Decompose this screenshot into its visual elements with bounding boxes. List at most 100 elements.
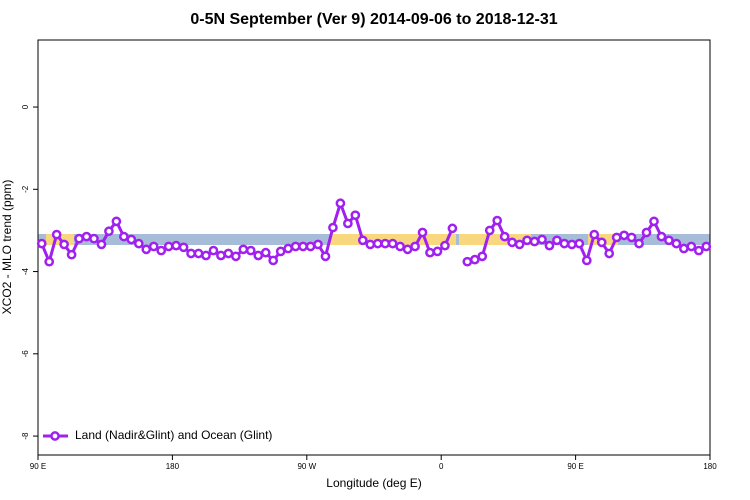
data-point <box>343 218 353 229</box>
y-axis-label: XCO2 - MLO trend (ppm) <box>0 180 14 315</box>
data-point <box>59 239 69 250</box>
x-tick-label: 90 W <box>297 462 316 471</box>
data-point <box>492 215 503 226</box>
data-point <box>365 239 376 250</box>
data-point <box>253 250 264 261</box>
data-point <box>567 239 577 250</box>
data-point <box>611 232 622 243</box>
y-tick-label: -4 <box>21 267 30 275</box>
data-point <box>574 238 585 249</box>
data-point <box>260 247 271 258</box>
data-point <box>559 238 570 249</box>
data-point <box>81 231 92 242</box>
data-point <box>649 216 659 227</box>
data-point <box>469 254 480 265</box>
data-point <box>268 255 279 266</box>
data-point <box>119 231 129 242</box>
data-point <box>417 227 428 238</box>
data-point <box>171 240 181 251</box>
data-point <box>238 244 249 255</box>
x-tick-label: 90 E <box>567 462 583 471</box>
data-point <box>74 233 84 244</box>
data-point <box>156 245 167 256</box>
data-point <box>484 225 495 236</box>
data-point <box>208 245 219 256</box>
data-point <box>462 256 473 267</box>
data-point <box>641 227 652 238</box>
y-tick-label: 0 <box>21 104 30 109</box>
data-point <box>36 238 47 249</box>
data-point <box>111 216 122 227</box>
data-point <box>693 245 704 256</box>
data-point <box>447 223 458 234</box>
data-point <box>328 222 338 233</box>
data-point <box>223 248 234 259</box>
chart-title: 0-5N September (Ver 9) 2014-09-06 to 201… <box>190 11 557 28</box>
x-tick-label: 180 <box>166 462 180 471</box>
data-point <box>514 239 525 250</box>
data-point <box>410 241 420 252</box>
data-point <box>395 241 405 252</box>
data-point <box>133 238 144 249</box>
y-tick-label: -8 <box>21 432 30 440</box>
data-point <box>201 250 211 261</box>
data-point <box>335 198 346 209</box>
x-tick-label: 180 <box>703 462 717 471</box>
legend-marker <box>50 431 60 441</box>
data-point <box>372 238 383 249</box>
data-point <box>44 256 55 267</box>
data-point <box>604 248 615 259</box>
land-band <box>459 234 531 245</box>
data-point <box>283 243 293 254</box>
data-point <box>275 246 286 257</box>
data-point <box>477 251 488 262</box>
data-point <box>186 248 196 259</box>
data-point <box>507 237 517 248</box>
data-point <box>581 255 592 266</box>
data-point <box>148 241 159 252</box>
data-point <box>529 236 540 247</box>
data-point <box>499 231 510 242</box>
data-point <box>216 250 226 261</box>
x-axis-label: Longitude (deg E) <box>326 476 421 490</box>
x-tick-label: 90 E <box>30 462 46 471</box>
data-point <box>96 239 107 250</box>
data-point <box>552 235 562 246</box>
data-point <box>432 246 443 257</box>
data-point <box>589 229 600 240</box>
data-point <box>51 229 62 240</box>
legend-label: Land (Nadir&Glint) and Ocean (Glint) <box>75 428 272 442</box>
data-point <box>350 210 361 221</box>
data-point <box>66 249 77 260</box>
data-point <box>544 240 555 251</box>
data-point <box>679 243 689 254</box>
data-point <box>522 235 532 246</box>
data-point <box>163 241 174 252</box>
data-point <box>626 232 637 243</box>
y-tick-label: -6 <box>21 350 30 358</box>
data-point <box>193 248 204 259</box>
data-point <box>320 251 331 262</box>
data-point <box>701 241 712 252</box>
data-point <box>686 241 697 252</box>
data-point <box>619 230 629 241</box>
data-point <box>298 241 308 252</box>
data-point <box>231 251 241 262</box>
data-point <box>141 244 152 255</box>
x-tick-label: 0 <box>439 462 444 471</box>
data-point <box>126 234 137 245</box>
data-point <box>357 235 368 246</box>
data-point <box>305 241 316 252</box>
data-point <box>290 241 301 252</box>
data-point <box>313 239 323 250</box>
data-point <box>671 238 682 249</box>
data-point <box>245 245 256 256</box>
data-point <box>634 238 644 249</box>
data-point <box>537 234 547 245</box>
data-point <box>380 238 391 249</box>
data-point <box>402 244 413 255</box>
data-point <box>656 231 667 242</box>
data-point <box>104 226 114 237</box>
data-point <box>387 238 398 249</box>
